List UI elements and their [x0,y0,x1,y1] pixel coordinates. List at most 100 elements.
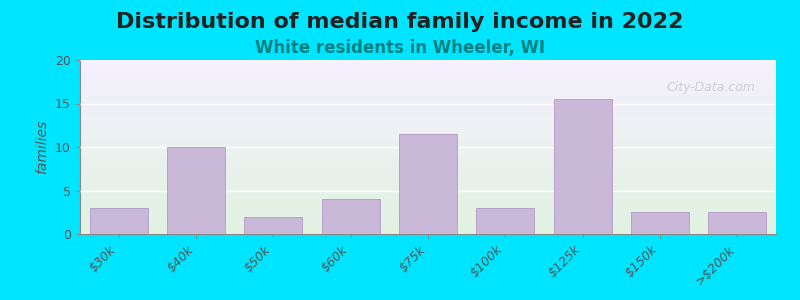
Bar [80,231,776,232]
Bar [80,230,776,231]
Bar [80,88,776,89]
Bar [80,111,776,112]
Bar [80,91,776,92]
Bar [80,60,776,61]
Bar [80,185,776,186]
Bar [80,63,776,64]
Bar [80,126,776,127]
Bar [80,229,776,230]
Bar [80,187,776,188]
Bar [80,105,776,106]
Bar [80,147,776,148]
Bar [80,170,776,171]
Bar [80,197,776,198]
Bar [80,138,776,139]
Bar [80,97,776,98]
Bar [80,77,776,78]
Bar [80,172,776,173]
Bar [80,191,776,192]
Text: Distribution of median family income in 2022: Distribution of median family income in … [116,12,684,32]
Bar [80,213,776,214]
Bar [80,176,776,177]
Bar [80,219,776,220]
Bar [80,215,776,216]
Bar [80,71,776,72]
Bar [80,188,776,189]
Bar [80,99,776,100]
Bar [80,104,776,105]
Bar [167,147,225,234]
Bar [80,117,776,118]
Bar [80,106,776,107]
Bar [80,233,776,234]
Bar [80,93,776,94]
Bar [80,129,776,130]
Bar [80,149,776,150]
Bar [80,78,776,79]
Bar [80,69,776,70]
Bar [80,199,776,200]
Bar [80,201,776,202]
Bar [80,179,776,180]
Bar [80,66,776,67]
Bar [80,204,776,205]
Bar [80,224,776,225]
Bar [80,148,776,149]
Bar [80,96,776,97]
Bar [80,94,776,95]
Bar [80,225,776,226]
Bar [80,157,776,158]
Bar [80,206,776,207]
Bar [80,86,776,87]
Bar [80,174,776,175]
Bar [80,220,776,221]
Bar [80,121,776,122]
Bar [80,192,776,193]
Text: White residents in Wheeler, WI: White residents in Wheeler, WI [255,39,545,57]
Bar [80,62,776,63]
Bar [80,132,776,133]
Bar [631,212,689,234]
Bar [80,198,776,199]
Bar [80,183,776,184]
Bar [476,208,534,234]
Bar [80,166,776,167]
Bar [80,139,776,140]
Bar [80,101,776,102]
Bar [80,182,776,183]
Bar [80,67,776,68]
Bar [554,99,612,234]
Bar [80,161,776,162]
Bar [80,127,776,128]
Bar [80,116,776,117]
Bar [80,125,776,126]
Bar [80,72,776,73]
Bar [80,158,776,159]
Bar [80,108,776,109]
Bar [80,212,776,213]
Bar [80,228,776,229]
Bar [80,164,776,165]
Bar [80,223,776,224]
Bar [80,221,776,222]
Bar [80,211,776,212]
Bar [80,178,776,179]
Bar [80,203,776,204]
Bar [80,216,776,217]
Bar [80,165,776,166]
Bar [80,98,776,99]
Bar [80,186,776,187]
Text: City-Data.com: City-Data.com [666,81,755,94]
Bar [80,136,776,137]
Bar [80,82,776,83]
Bar [80,83,776,84]
Bar [80,205,776,206]
Bar [80,193,776,194]
Bar [80,153,776,154]
Bar [80,189,776,190]
Bar [80,95,776,96]
Bar [80,227,776,228]
Bar [80,217,776,218]
Bar [80,100,776,101]
Bar [80,130,776,131]
